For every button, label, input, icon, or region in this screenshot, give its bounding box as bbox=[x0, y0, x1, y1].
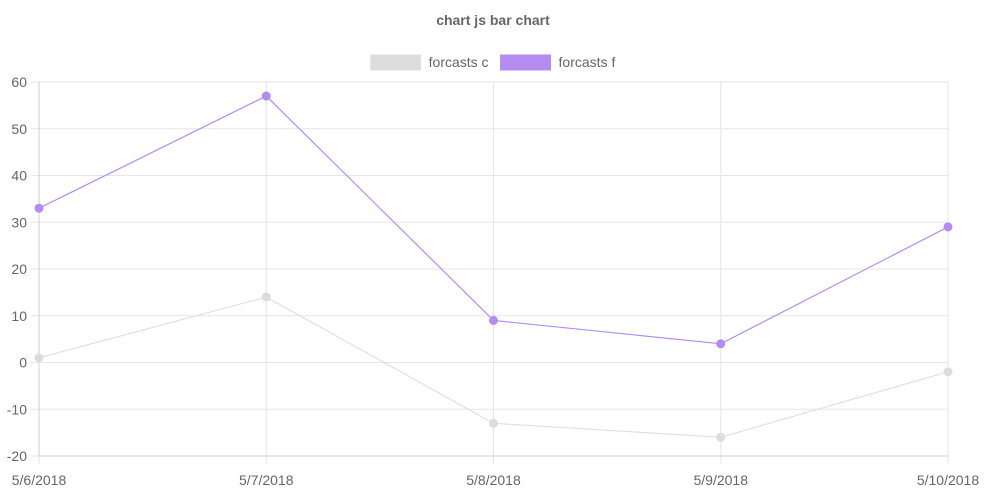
data-point[interactable] bbox=[716, 339, 726, 349]
y-axis: 60 50 40 30 20 10 0 -10 -20 bbox=[7, 74, 27, 464]
legend: forcasts c forcasts f bbox=[370, 54, 616, 71]
legend-swatch bbox=[370, 54, 422, 71]
series-1 bbox=[34, 292, 953, 442]
data-point[interactable] bbox=[489, 418, 498, 428]
y-tick-label: 30 bbox=[11, 214, 27, 230]
y-tick-label: -10 bbox=[7, 401, 27, 417]
series-2 bbox=[34, 91, 953, 349]
data-point[interactable] bbox=[943, 222, 953, 232]
grid-lines bbox=[31, 81, 949, 464]
series-layer bbox=[34, 91, 953, 442]
data-point[interactable] bbox=[943, 367, 953, 377]
y-tick-label: 0 bbox=[19, 355, 27, 371]
x-tick-label: 5/10/2018 bbox=[917, 472, 979, 488]
data-point[interactable] bbox=[489, 315, 498, 325]
x-tick-label: 5/8/2018 bbox=[466, 472, 521, 488]
data-point[interactable] bbox=[261, 292, 271, 302]
y-tick-label: 20 bbox=[11, 261, 27, 277]
y-tick-label: 10 bbox=[11, 308, 27, 324]
x-axis: 5/6/2018 5/7/2018 5/8/2018 5/9/2018 5/10/201… bbox=[12, 472, 980, 488]
chart-title: chart js bar chart bbox=[436, 12, 550, 28]
x-tick-label: 5/7/2018 bbox=[239, 472, 294, 488]
y-tick-label: 40 bbox=[11, 168, 27, 184]
legend-label: forcasts f bbox=[559, 54, 616, 70]
y-tick-label: 50 bbox=[11, 121, 27, 137]
x-tick-label: 5/9/2018 bbox=[694, 472, 749, 488]
data-point[interactable] bbox=[34, 353, 44, 363]
data-point[interactable] bbox=[34, 203, 44, 213]
data-point[interactable] bbox=[716, 432, 726, 442]
x-tick-label: 5/6/2018 bbox=[12, 472, 67, 488]
legend-swatch bbox=[500, 54, 552, 71]
y-tick-label: -20 bbox=[7, 448, 27, 464]
y-tick-label: 60 bbox=[11, 74, 27, 90]
legend-item[interactable]: forcasts c bbox=[370, 54, 489, 71]
data-point[interactable] bbox=[261, 91, 271, 101]
legend-item[interactable]: forcasts f bbox=[500, 54, 616, 71]
legend-label: forcasts c bbox=[429, 54, 489, 70]
